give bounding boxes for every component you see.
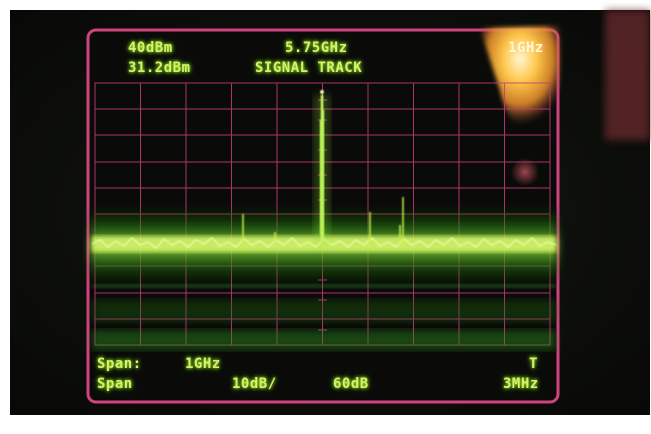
rbw-readout: 3MHz [503, 376, 539, 392]
span-softkey-label: Span [97, 376, 133, 392]
ref-level-readout: 40dBm [128, 40, 173, 56]
screen-glare [480, 26, 560, 136]
marker-level-readout: 31.2dBm [128, 60, 191, 76]
span-value: 1GHz [185, 356, 221, 372]
corner-frequency-readout: 1GHz [508, 40, 544, 56]
trace-flag: T [529, 356, 538, 372]
attenuation-readout: 60dB [333, 376, 369, 392]
scale-readout: 10dB/ [232, 376, 277, 392]
mode-readout: SIGNAL TRACK [255, 60, 363, 76]
spurious-signals [242, 197, 404, 244]
center-frequency-readout: 5.75GHz [285, 40, 348, 56]
span-label: Span: [97, 356, 142, 372]
